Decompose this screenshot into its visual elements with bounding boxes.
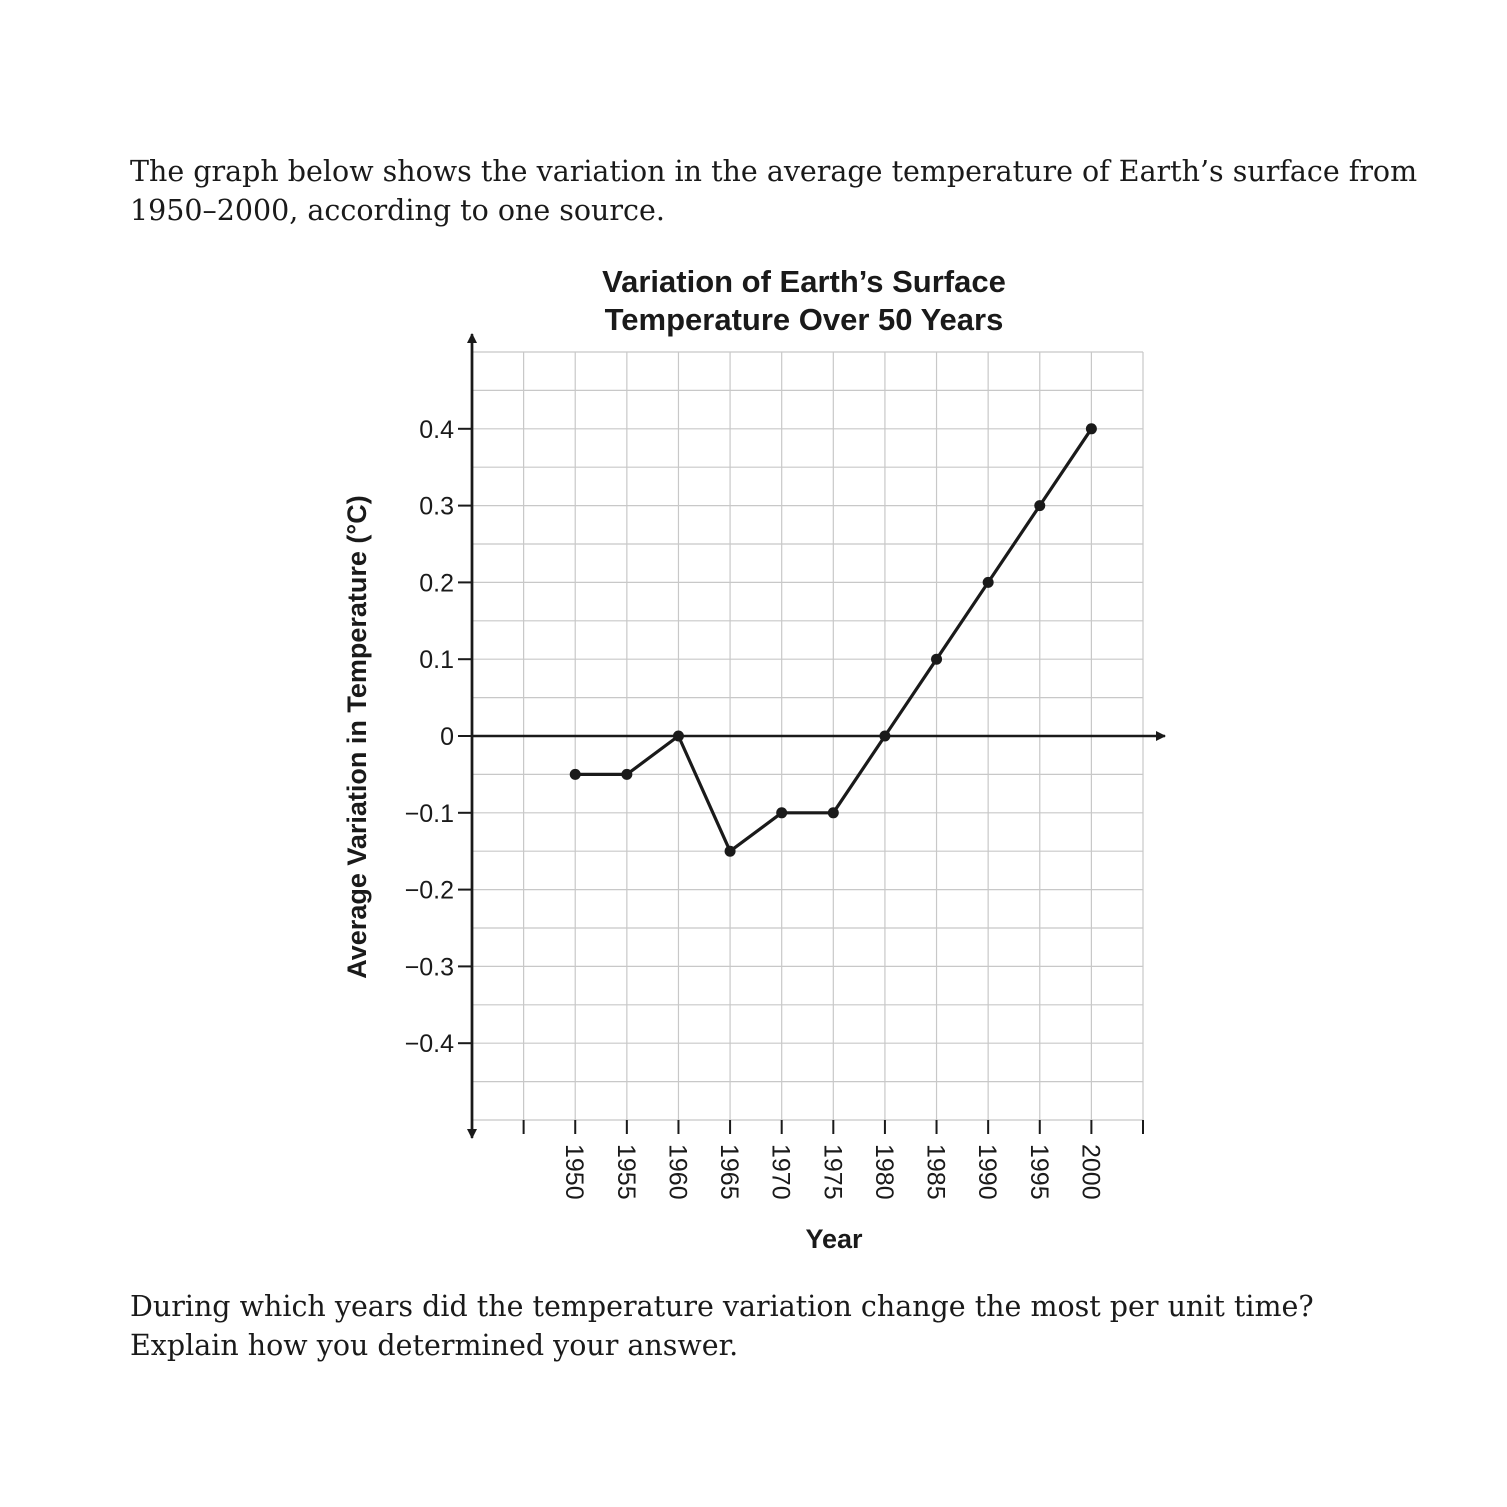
data-point <box>672 730 684 742</box>
y-axis-ticks: 0.4 0.3 0.2 0.1 0 −0.1 −0.2 −0.3 −0.4 <box>405 416 472 1058</box>
y-tick-label: −0.1 <box>405 800 454 828</box>
data-point <box>982 576 994 588</box>
chart-title-line: Variation of Earth’s Surface <box>602 264 1006 299</box>
y-tick-label: 0.2 <box>419 569 454 597</box>
chart-grid <box>471 351 1144 1121</box>
data-point <box>931 653 943 665</box>
data-series <box>569 423 1097 857</box>
y-tick-label: 0.3 <box>419 493 454 521</box>
data-point <box>1034 500 1046 512</box>
y-tick-label: −0.3 <box>405 953 454 981</box>
data-point <box>879 730 891 742</box>
chart-axes <box>467 333 1166 1139</box>
x-tick-label: 1970 <box>767 1144 795 1200</box>
data-point <box>827 807 839 819</box>
x-axis-title: Year <box>805 1224 863 1254</box>
x-tick-label: 1985 <box>922 1144 950 1200</box>
y-tick-label: −0.4 <box>405 1030 454 1058</box>
y-tick-label: −0.2 <box>405 877 454 905</box>
chart-title: Variation of Earth’s SurfaceTemperature … <box>602 264 1006 337</box>
x-tick-label: 1990 <box>973 1144 1001 1200</box>
data-point <box>724 845 736 857</box>
x-tick-label: 2000 <box>1076 1144 1104 1200</box>
data-point <box>621 768 633 780</box>
y-axis-title: Average Variation in Temperature (°C) <box>342 495 372 978</box>
question-text: During which years did the temperature v… <box>130 1290 1314 1362</box>
x-tick-label: 1950 <box>560 1144 588 1200</box>
intro-text: The graph below shows the variation in t… <box>130 155 1418 227</box>
y-tick-label: 0.1 <box>419 646 454 674</box>
data-point <box>1085 423 1097 435</box>
data-point <box>569 768 581 780</box>
x-tick-label: 1975 <box>818 1144 846 1200</box>
y-tick-label: 0.4 <box>419 416 454 444</box>
data-point <box>776 807 788 819</box>
chart-title-line: Temperature Over 50 Years <box>605 302 1004 337</box>
x-tick-label: 1995 <box>1025 1144 1053 1200</box>
y-tick-label: 0 <box>440 723 454 751</box>
x-tick-label: 1960 <box>663 1144 691 1200</box>
x-axis-ticks: 1950 1955 1960 1965 1970 1975 1980 1985 1990 1995… <box>522 1120 1144 1200</box>
x-tick-label: 1955 <box>612 1144 640 1200</box>
x-tick-label: 1980 <box>870 1144 898 1200</box>
x-tick-label: 1965 <box>715 1144 743 1200</box>
